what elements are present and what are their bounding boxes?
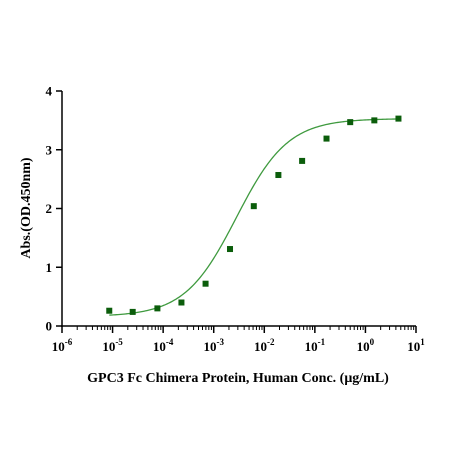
data-points-layer: [106, 115, 402, 315]
data-point: [299, 157, 306, 164]
data-point: [275, 172, 282, 179]
data-point: [106, 307, 113, 314]
data-point: [227, 246, 234, 253]
data-point: [395, 115, 402, 122]
x-tick-label: 10-2: [254, 337, 275, 354]
y-tick-label: 4: [46, 84, 53, 99]
fit-curve-layer: [109, 118, 399, 316]
data-point: [250, 203, 257, 210]
x-tick-label: 10-1: [305, 337, 326, 354]
data-point: [202, 280, 209, 287]
x-tick-label: 10-4: [153, 337, 174, 354]
x-tick-label: 101: [407, 337, 425, 354]
data-point: [323, 135, 330, 142]
data-point: [154, 305, 161, 312]
x-tick-label: 10-5: [102, 337, 123, 354]
y-tick-label: 3: [46, 142, 53, 157]
y-tick-label: 2: [46, 201, 53, 216]
y-axis-title: Abs.(OD.450nm): [19, 157, 34, 258]
x-tick-label: 10-6: [52, 337, 73, 354]
data-point: [129, 308, 136, 315]
y-tick-label: 1: [46, 260, 53, 275]
x-axis-title: GPC3 Fc Chimera Protein, Human Conc. (μg…: [87, 371, 389, 386]
y-tick-label: 0: [46, 319, 53, 334]
x-tick-label: 10-3: [203, 337, 224, 354]
data-point: [347, 119, 354, 126]
axes: 0 1 2 3 4 10-6 10-5 10-4 10-3 10-2 10-1 100 101: [46, 84, 426, 355]
fit-curve: [109, 118, 399, 316]
data-point: [178, 299, 185, 306]
x-tick-label: 100: [357, 337, 375, 354]
data-point: [371, 117, 378, 124]
